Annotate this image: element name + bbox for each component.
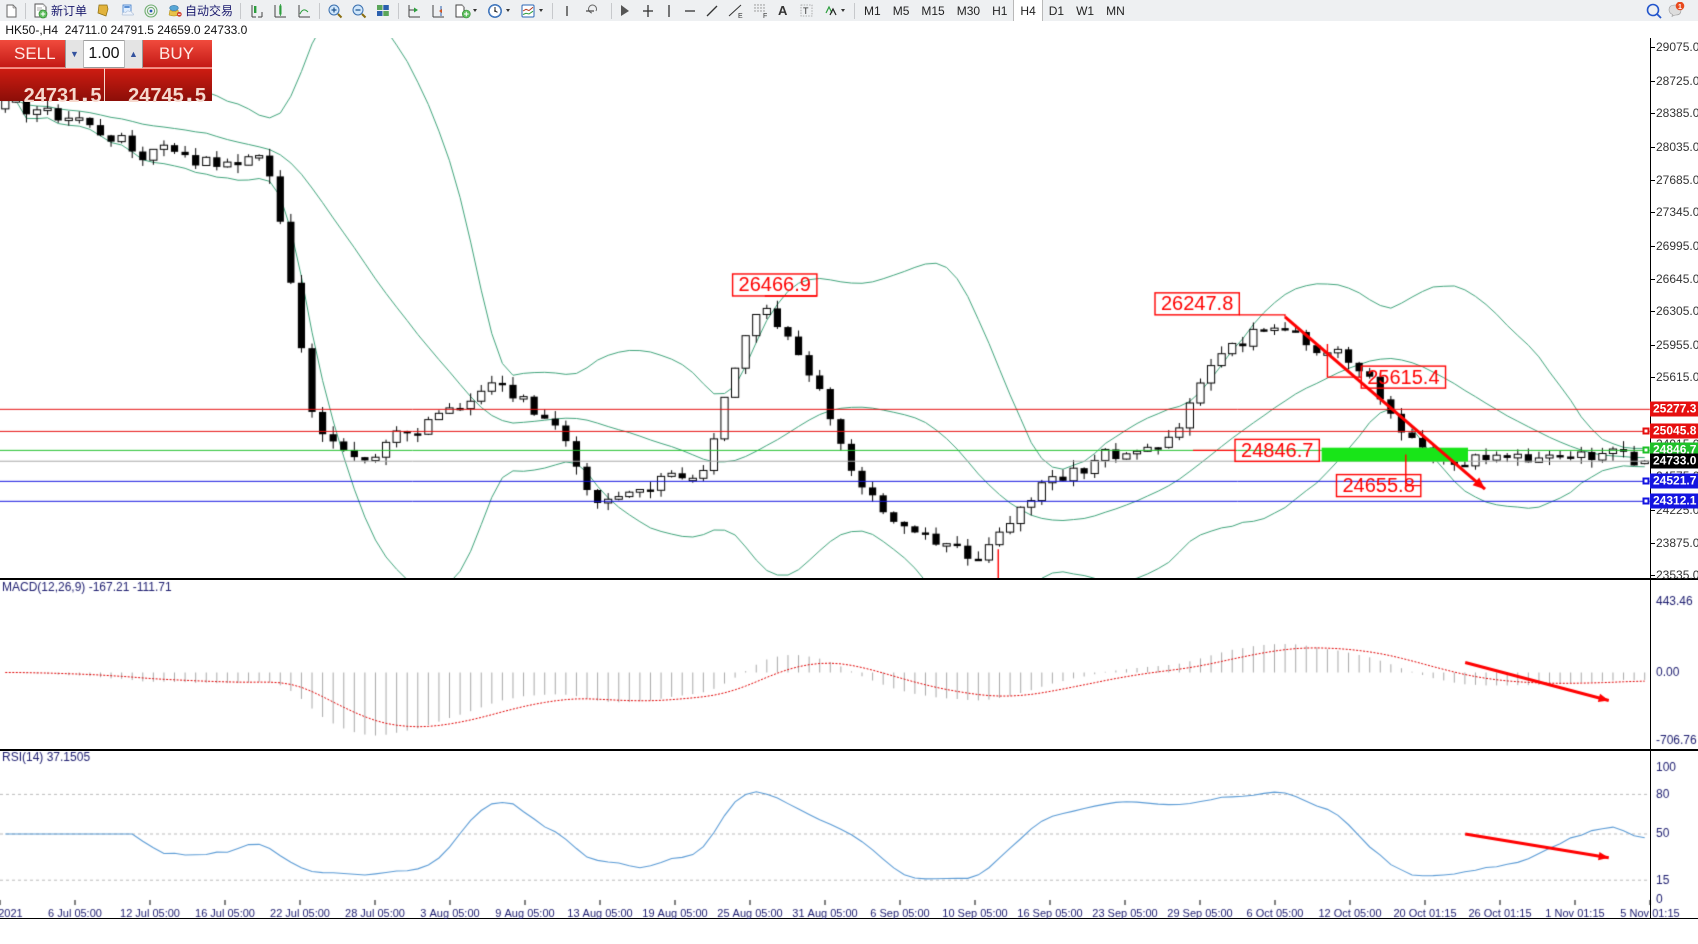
svg-text:T: T (803, 6, 809, 16)
svg-text:F: F (763, 13, 767, 19)
svg-text:A: A (778, 3, 788, 18)
svg-text:1: 1 (1678, 4, 1682, 11)
svg-text:E: E (738, 13, 743, 19)
